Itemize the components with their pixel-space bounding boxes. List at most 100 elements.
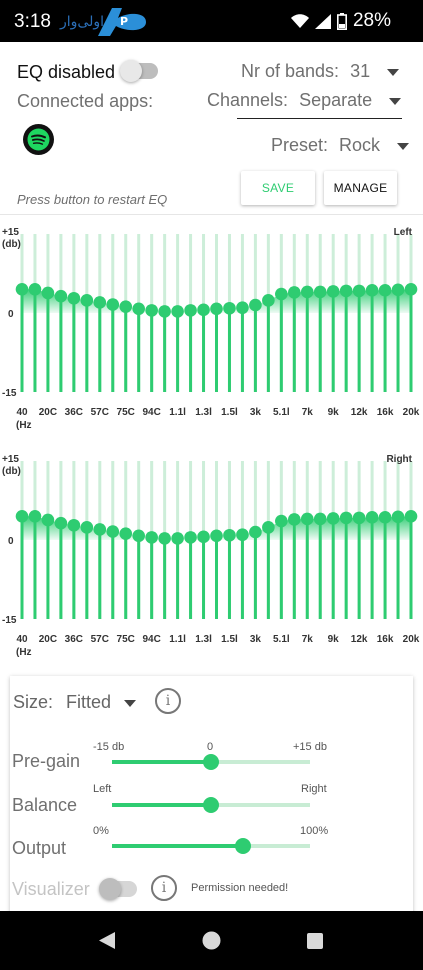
size-label: Size: xyxy=(13,692,54,712)
eq-right-panel[interactable]: +15 (db) 0 -15 Right 40 20C 36C 57C 75C 94C 1.1l 1.3… xyxy=(0,449,423,677)
slider-thumb[interactable] xyxy=(203,797,219,813)
band-handle[interactable] xyxy=(249,298,262,312)
freq-tick-label: 3k xyxy=(250,634,262,645)
band-bar xyxy=(253,532,257,619)
band-handle[interactable] xyxy=(171,305,184,318)
band-handle[interactable] xyxy=(339,284,353,298)
band-handle[interactable] xyxy=(54,289,68,303)
band-handle[interactable] xyxy=(352,511,366,525)
save-button[interactable]: SAVE xyxy=(241,171,315,205)
band-handle[interactable] xyxy=(404,510,418,523)
band-handle[interactable] xyxy=(119,527,133,540)
channels-selector[interactable]: Channels: Separate xyxy=(207,90,402,111)
band-handle[interactable] xyxy=(365,511,379,524)
slider-thumb[interactable] xyxy=(203,754,219,770)
band-handle[interactable] xyxy=(236,528,249,542)
band-handle[interactable] xyxy=(313,285,327,299)
output-slider[interactable] xyxy=(112,838,310,854)
bands-selector[interactable]: Nr of bands: 31 xyxy=(241,61,400,82)
band-handle[interactable] xyxy=(223,528,236,542)
band-handle[interactable] xyxy=(93,296,107,309)
pregain-mid-label: 0 xyxy=(207,741,214,753)
band-handle[interactable] xyxy=(54,516,68,530)
band-handle[interactable] xyxy=(41,286,55,300)
battery-percent: 28% xyxy=(352,10,391,31)
eq-chart-svg[interactable]: +15(db) 0 -15 Left 40 20C 36C 57C 75C 94C 1.1l 1.3l… xyxy=(0,222,423,450)
band-handle[interactable] xyxy=(288,513,301,526)
band-bar xyxy=(318,291,322,392)
back-icon[interactable] xyxy=(98,931,116,950)
band-handle[interactable] xyxy=(119,300,133,313)
band-handle[interactable] xyxy=(210,302,223,316)
band-handle[interactable] xyxy=(326,285,340,298)
slider-fill xyxy=(112,760,211,764)
band-handle[interactable] xyxy=(15,283,29,296)
band-handle[interactable] xyxy=(391,510,405,524)
band-handle[interactable] xyxy=(262,521,275,534)
info-icon[interactable]: i xyxy=(151,875,177,901)
band-handle[interactable] xyxy=(184,531,197,544)
pregain-slider[interactable] xyxy=(112,754,310,770)
band-handle[interactable] xyxy=(93,523,107,536)
band-handle[interactable] xyxy=(67,291,81,305)
band-handle[interactable] xyxy=(158,532,171,545)
band-handle[interactable] xyxy=(158,305,171,318)
band-handle[interactable] xyxy=(28,283,42,296)
size-value: Fitted xyxy=(66,692,112,712)
band-handle[interactable] xyxy=(15,510,29,523)
recents-icon[interactable] xyxy=(306,932,324,950)
band-handle[interactable] xyxy=(197,530,210,544)
band-handle[interactable] xyxy=(67,518,81,532)
band-handle[interactable] xyxy=(404,283,418,296)
band-handle[interactable] xyxy=(288,286,301,299)
band-handle[interactable] xyxy=(145,304,158,317)
band-handle[interactable] xyxy=(262,294,275,307)
band-handle[interactable] xyxy=(106,525,120,538)
band-handle[interactable] xyxy=(378,511,392,524)
band-handle[interactable] xyxy=(249,525,262,539)
band-handle[interactable] xyxy=(171,532,184,545)
band-handle[interactable] xyxy=(132,302,145,316)
freq-tick-label: 36C xyxy=(65,407,83,418)
spotify-app-icon[interactable] xyxy=(23,124,54,155)
band-handle[interactable] xyxy=(391,283,405,297)
eq-enable-switch[interactable] xyxy=(120,60,158,82)
band-handle[interactable] xyxy=(132,529,145,543)
band-bar xyxy=(176,538,180,619)
band-handle[interactable] xyxy=(184,304,197,317)
band-handle[interactable] xyxy=(275,287,288,301)
band-handle[interactable] xyxy=(223,301,236,315)
band-handle[interactable] xyxy=(352,284,366,298)
permission-note: Permission needed! xyxy=(191,882,289,894)
band-handle[interactable] xyxy=(275,514,288,528)
eq-chart-svg[interactable]: +15(db) 0 -15 Right 40 20C 36C 57C 75C 94C 1.1l 1.3… xyxy=(0,449,423,677)
band-handle[interactable] xyxy=(145,531,158,544)
band-handle[interactable] xyxy=(378,284,392,297)
freq-tick-label: 12k xyxy=(351,407,368,418)
band-handle[interactable] xyxy=(41,513,55,527)
output-label: Output xyxy=(12,838,67,858)
visualizer-switch[interactable] xyxy=(99,878,137,900)
band-handle[interactable] xyxy=(313,512,327,526)
info-icon[interactable]: i xyxy=(155,688,181,714)
band-handle[interactable] xyxy=(236,301,249,315)
manage-button[interactable]: MANAGE xyxy=(324,171,397,205)
band-handle[interactable] xyxy=(80,294,94,307)
band-handle[interactable] xyxy=(365,284,379,297)
band-handle[interactable] xyxy=(300,512,314,526)
y-axis-unit-label: (db) xyxy=(2,239,21,250)
band-handle[interactable] xyxy=(326,512,340,525)
band-handle[interactable] xyxy=(210,529,223,543)
band-handle[interactable] xyxy=(339,511,353,525)
band-handle[interactable] xyxy=(197,303,210,317)
band-handle[interactable] xyxy=(80,521,94,534)
band-handle[interactable] xyxy=(300,285,314,299)
home-icon[interactable] xyxy=(201,930,222,951)
balance-slider[interactable] xyxy=(112,797,310,813)
band-handle[interactable] xyxy=(106,298,120,311)
preset-selector[interactable]: Preset: Rock xyxy=(271,135,410,156)
band-handle[interactable] xyxy=(28,510,42,523)
slider-thumb[interactable] xyxy=(234,838,251,854)
eq-left-panel[interactable]: +15 (db) 0 -15 Left 40 20C 36C 57C 75C 94C 1.1l 1.3l… xyxy=(0,222,423,450)
size-selector[interactable]: Size: Fitted xyxy=(13,692,137,713)
